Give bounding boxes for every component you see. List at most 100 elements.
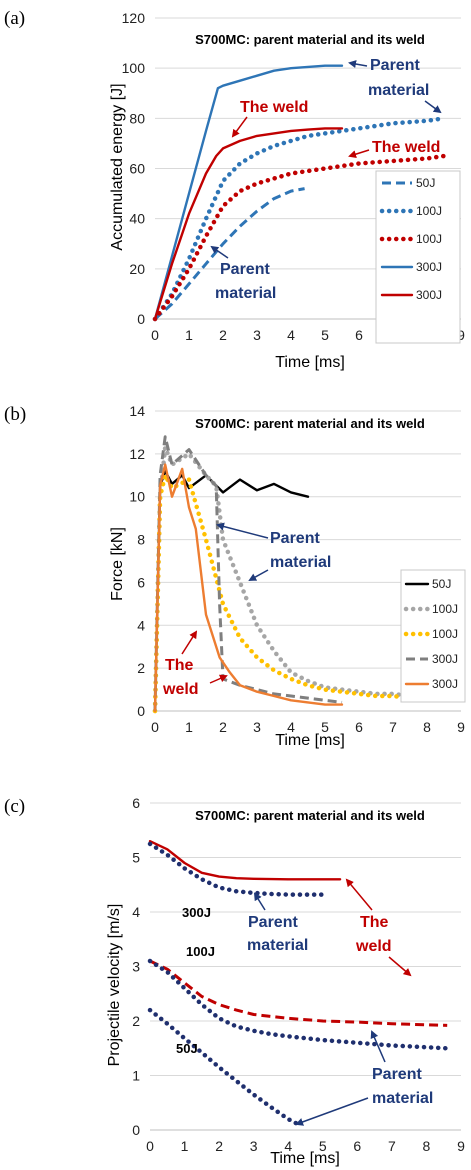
x-tick-label: 7 bbox=[389, 719, 397, 735]
arrow-weld-c1 bbox=[345, 878, 373, 911]
panel-b: (b) S700MC: parent material and its weld… bbox=[4, 403, 466, 749]
y-tick-label: 2 bbox=[132, 1013, 140, 1029]
x-tick-label: 2 bbox=[219, 327, 227, 343]
annotation-weld-a1: The weld bbox=[240, 99, 308, 116]
annotation-weld-a2: The weld bbox=[372, 139, 440, 156]
legend-label: 100J bbox=[432, 602, 458, 616]
annotation-weld-c: weld bbox=[355, 938, 392, 955]
x-tick-label: 1 bbox=[185, 327, 193, 343]
x-tick-label: 6 bbox=[355, 327, 363, 343]
x-tick-label: 1 bbox=[181, 1138, 189, 1154]
y-tick-label: 0 bbox=[137, 311, 145, 327]
panel-a-ylabel: Accumulated energy [J] bbox=[109, 83, 126, 250]
annotation-parent-c1: Parent bbox=[248, 914, 298, 931]
x-tick-label: 6 bbox=[353, 1138, 361, 1154]
arrow-weld-c2 bbox=[388, 956, 412, 977]
y-tick-label: 4 bbox=[137, 617, 145, 633]
panel-a-letter: (a) bbox=[4, 8, 25, 29]
x-tick-label: 0 bbox=[151, 719, 159, 735]
x-tick-label: 3 bbox=[253, 327, 261, 343]
arrow-parent-a1b bbox=[424, 100, 442, 114]
annotation-weld-b: weld bbox=[162, 681, 199, 698]
series-line bbox=[153, 463, 344, 713]
panel-b-letter: (b) bbox=[4, 404, 26, 425]
series-line bbox=[152, 153, 447, 322]
annotation-300j: 300J bbox=[182, 905, 211, 920]
annotation-parent-a1: Parent bbox=[370, 57, 420, 74]
y-tick-label: 120 bbox=[122, 10, 146, 26]
arrow-parent-c2 bbox=[370, 1030, 386, 1063]
x-tick-label: 5 bbox=[321, 327, 329, 343]
x-tick-label: 0 bbox=[146, 1138, 154, 1154]
x-tick-label: 0 bbox=[151, 327, 159, 343]
arrow-parent-c1 bbox=[253, 892, 266, 911]
x-tick-label: 4 bbox=[287, 327, 295, 343]
arrow-weld-a1 bbox=[231, 116, 248, 138]
x-tick-label: 2 bbox=[215, 1138, 223, 1154]
panel-b-ylabel: Force [kN] bbox=[109, 527, 126, 601]
legend-label: 50J bbox=[416, 176, 435, 190]
x-tick-label: 5 bbox=[319, 1138, 327, 1154]
panel-b-title: S700MC: parent material and its weld bbox=[195, 416, 425, 431]
y-tick-label: 100 bbox=[122, 60, 146, 76]
arrow-parent-a1 bbox=[348, 60, 368, 68]
y-tick-label: 8 bbox=[137, 532, 145, 548]
series-line bbox=[147, 958, 450, 1051]
y-tick-label: 40 bbox=[129, 211, 145, 227]
legend-label: 50J bbox=[432, 577, 451, 591]
legend-label: 300J bbox=[416, 260, 442, 274]
arrow-parent-b2 bbox=[248, 569, 269, 581]
panel-c-xlabel: Time [ms] bbox=[270, 1150, 340, 1167]
series-line bbox=[153, 64, 344, 321]
arrow-parent-c3 bbox=[295, 1097, 369, 1126]
series-line bbox=[152, 116, 447, 322]
annotation-parent-c2: Parent bbox=[372, 1066, 422, 1083]
panel-c-ylabel: Projectile velocity [m/s] bbox=[106, 904, 123, 1067]
panel-c: (c) S700MC: parent material and its weld… bbox=[4, 795, 465, 1167]
x-tick-label: 4 bbox=[284, 1138, 292, 1154]
arrow-weld-b2 bbox=[209, 674, 228, 684]
x-tick-label: 4 bbox=[287, 719, 295, 735]
y-tick-label: 0 bbox=[132, 1122, 140, 1138]
x-tick-label: 6 bbox=[355, 719, 363, 735]
arrow-weld-b1 bbox=[181, 630, 198, 655]
y-tick-label: 1 bbox=[132, 1068, 140, 1084]
arrow-parent-a2 bbox=[210, 245, 229, 259]
panel-c-title: S700MC: parent material and its weld bbox=[195, 808, 425, 823]
legend-label: 300J bbox=[432, 652, 458, 666]
x-tick-label: 2 bbox=[219, 719, 227, 735]
series-line bbox=[153, 127, 344, 321]
x-tick-label: 3 bbox=[250, 1138, 258, 1154]
x-tick-label: 9 bbox=[457, 719, 465, 735]
series-line bbox=[147, 1007, 301, 1127]
x-tick-label: 5 bbox=[321, 719, 329, 735]
y-tick-label: 60 bbox=[129, 161, 145, 177]
arrow-parent-b1 bbox=[216, 522, 269, 539]
legend-label: 300J bbox=[416, 288, 442, 302]
annotation-material-a1: material bbox=[368, 82, 429, 99]
annotation-100j: 100J bbox=[186, 944, 215, 959]
annotation-material-b: material bbox=[270, 554, 331, 571]
y-tick-label: 12 bbox=[129, 446, 145, 462]
panel-b-xlabel: Time [ms] bbox=[275, 732, 345, 749]
legend-label: 100J bbox=[416, 204, 442, 218]
annotation-the-c: The bbox=[360, 914, 389, 931]
legend-label: 100J bbox=[432, 627, 458, 641]
legend-label: 300J bbox=[432, 677, 458, 691]
y-tick-label: 4 bbox=[132, 904, 140, 920]
y-tick-label: 80 bbox=[129, 110, 145, 126]
x-tick-label: 7 bbox=[388, 1138, 396, 1154]
panel-a-xlabel: Time [ms] bbox=[275, 354, 345, 371]
panel-a: (a) S700MC: parent material and its weld… bbox=[4, 8, 465, 371]
annotation-parent-a2: Parent bbox=[220, 261, 270, 278]
y-tick-label: 6 bbox=[137, 574, 145, 590]
series-line bbox=[148, 840, 342, 881]
annotation-parent-b: Parent bbox=[270, 530, 320, 547]
annotation-material-c2: material bbox=[372, 1090, 433, 1107]
annotation-material-a2: material bbox=[215, 285, 276, 302]
annotation-material-c1: material bbox=[247, 937, 308, 954]
x-tick-label: 1 bbox=[185, 719, 193, 735]
annotation-50j: 50J bbox=[176, 1041, 198, 1056]
panel-c-letter: (c) bbox=[4, 796, 25, 817]
y-tick-label: 14 bbox=[129, 403, 145, 419]
